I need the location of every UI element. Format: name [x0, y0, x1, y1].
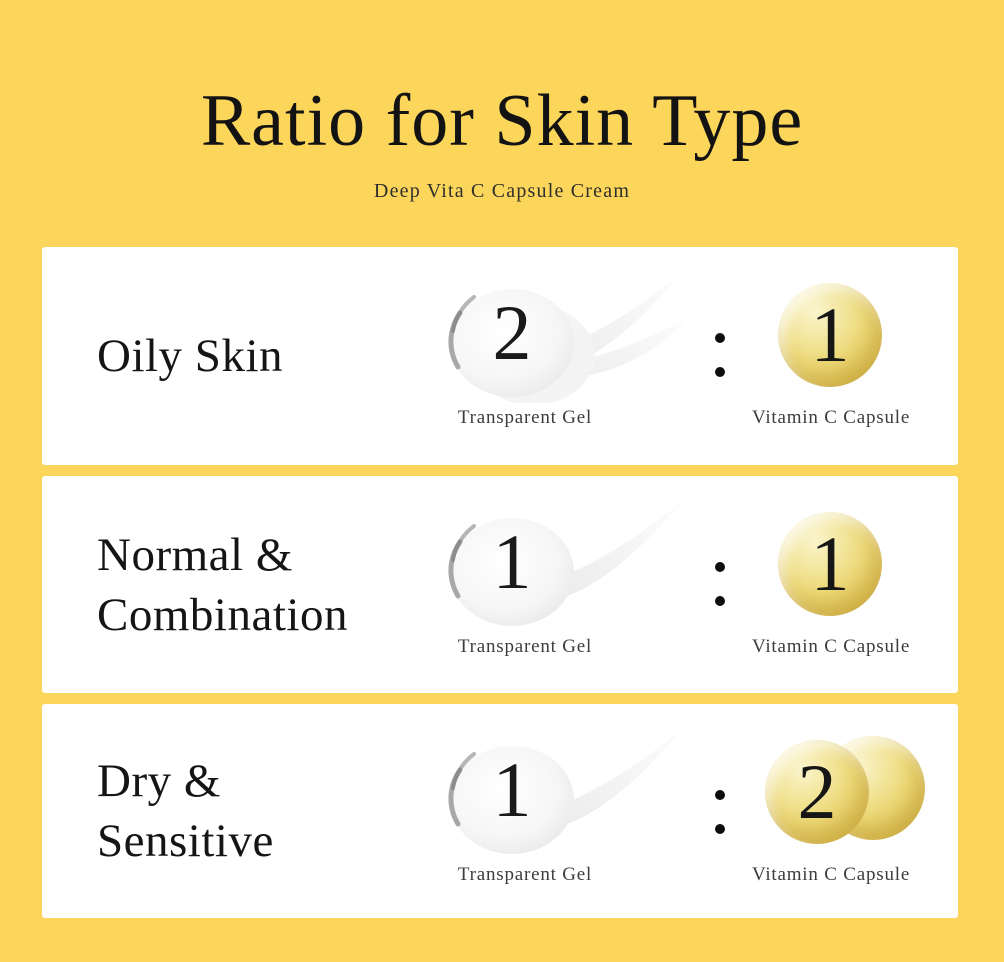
skin-type-row-normal-combination: Normal & Combination 1 Transparent Gel 1… — [42, 476, 958, 693]
transparent-gel-icon — [448, 269, 688, 403]
capsule-count: 1 — [810, 520, 850, 607]
ratio-colon-icon — [715, 562, 725, 606]
skin-type-label-line1: Oily Skin — [97, 329, 284, 382]
capsule-caption: Vitamin C Capsule — [751, 636, 911, 657]
gel-caption: Transparent Gel — [457, 407, 593, 428]
gel-count: 2 — [492, 289, 532, 376]
vitamin-c-capsule-icon: 2 — [765, 740, 869, 844]
skin-type-label: Oily Skin — [97, 326, 283, 386]
transparent-gel-icon — [448, 498, 685, 626]
skin-type-label-line2: Combination — [97, 588, 348, 641]
skin-type-row-dry-sensitive: Dry & Sensitive 1 Transparent Gel 2 Vita… — [42, 704, 958, 918]
vitamin-c-capsule-icon: 1 — [778, 283, 882, 387]
skin-type-label-line2: Sensitive — [97, 815, 274, 867]
skin-type-label: Normal & Combination — [97, 524, 348, 644]
gel-count: 1 — [492, 746, 532, 833]
skin-type-row-oily: Oily Skin 2 Transparent Gel 1 Vitamin C … — [42, 247, 958, 465]
skin-type-label: Dry & Sensitive — [97, 751, 274, 871]
skin-type-label-line1: Normal & — [97, 528, 293, 581]
transparent-gel-icon — [448, 726, 685, 854]
capsule-count: 2 — [797, 748, 837, 835]
vitamin-c-capsule-icon: 1 — [778, 512, 882, 616]
ratio-colon-icon — [715, 790, 725, 834]
skin-type-label-line1: Dry & — [97, 754, 221, 807]
gel-count: 1 — [492, 518, 532, 605]
ratio-colon-icon — [715, 333, 725, 377]
page-title: Ratio for Skin Type — [200, 80, 804, 162]
gel-caption: Transparent Gel — [457, 864, 593, 885]
capsule-count: 1 — [810, 291, 850, 378]
capsule-caption: Vitamin C Capsule — [751, 864, 911, 885]
page-subtitle: Deep Vita C Capsule Cream — [373, 180, 631, 202]
capsule-caption: Vitamin C Capsule — [751, 407, 911, 428]
gel-caption: Transparent Gel — [457, 636, 593, 657]
